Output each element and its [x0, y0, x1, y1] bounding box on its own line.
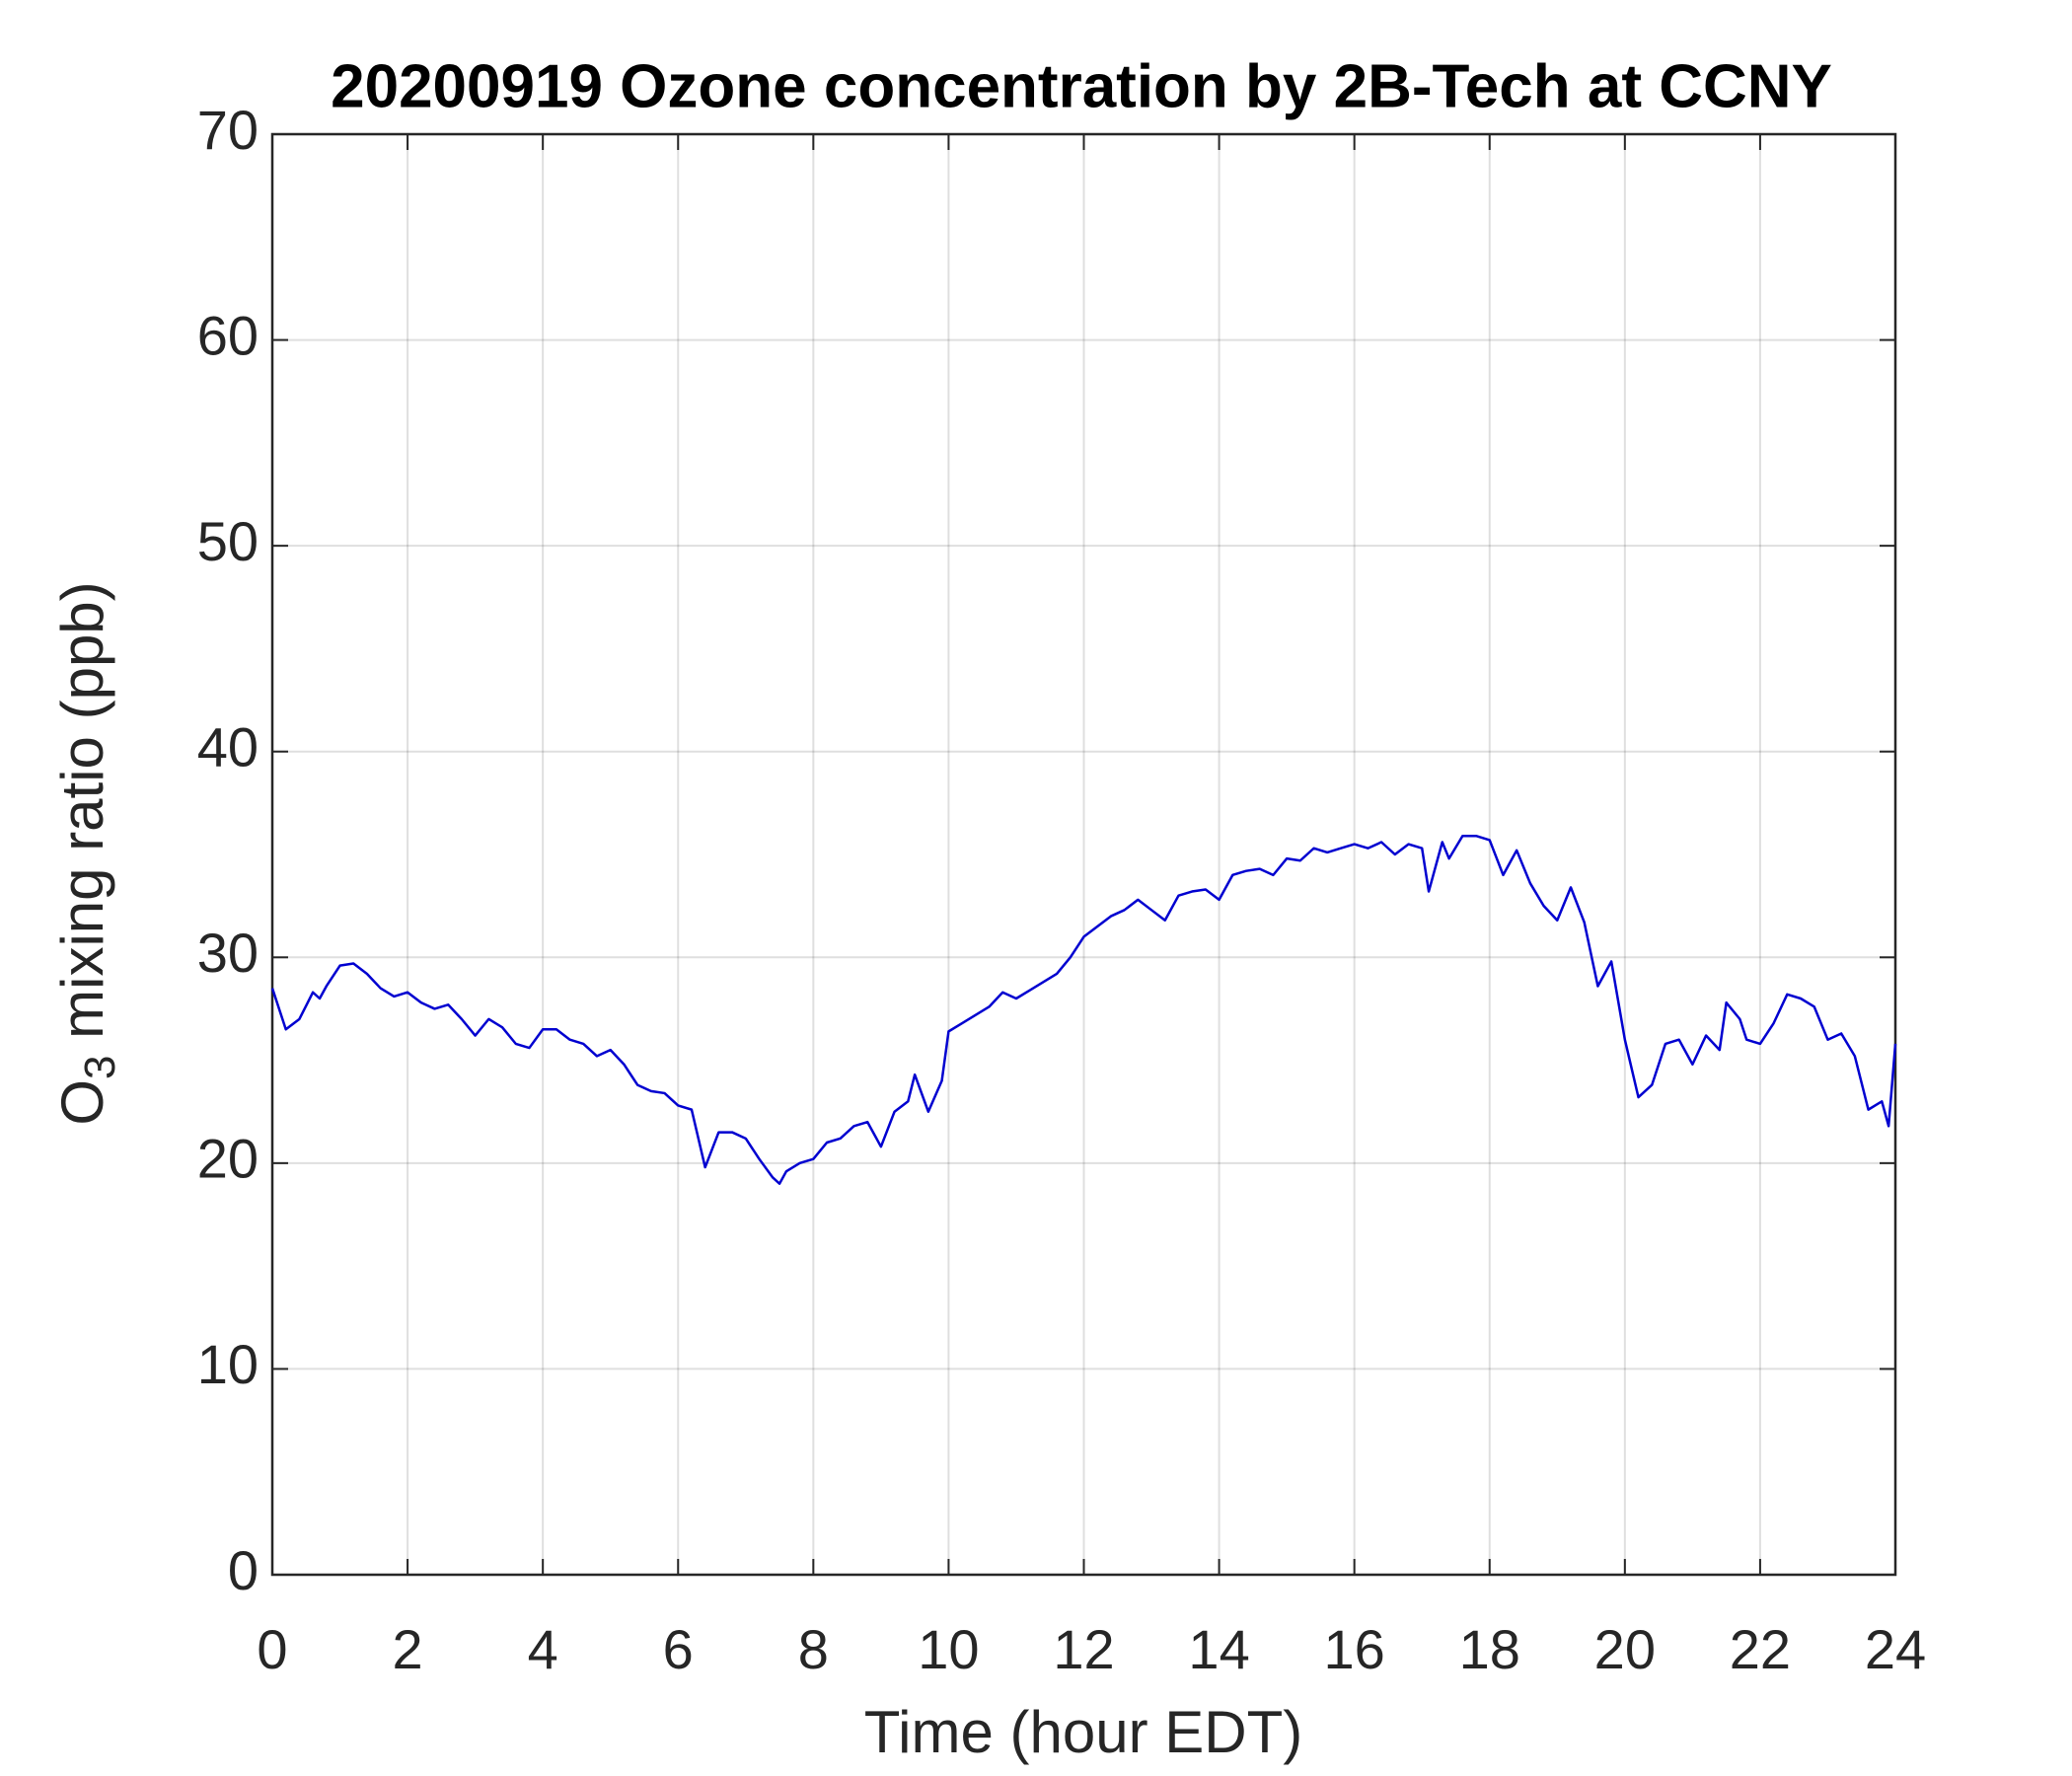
- x-tick-label: 22: [1730, 1618, 1791, 1680]
- y-tick-label: 10: [197, 1333, 259, 1395]
- x-tick-label: 2: [393, 1618, 423, 1680]
- chart-title: 20200919 Ozone concentration by 2B-Tech …: [331, 52, 1832, 120]
- x-tick-label: 18: [1459, 1618, 1520, 1680]
- x-tick-label: 12: [1053, 1618, 1114, 1680]
- x-tick-label: 10: [918, 1618, 979, 1680]
- y-axis-label-base: O: [49, 1079, 115, 1126]
- plot-frame: [270, 132, 1897, 1577]
- x-tick-label: 14: [1188, 1618, 1249, 1680]
- y-tick-label: 60: [197, 304, 259, 366]
- y-tick-label: 30: [197, 922, 259, 984]
- x-tick-label: 20: [1594, 1618, 1656, 1680]
- x-tick-label: 0: [257, 1618, 287, 1680]
- y-tick-label: 20: [197, 1128, 259, 1190]
- x-tick-label: 6: [663, 1618, 694, 1680]
- x-tick-label: 16: [1324, 1618, 1385, 1680]
- x-tick-label: 24: [1865, 1618, 1926, 1680]
- y-tick-label: 70: [197, 99, 259, 161]
- x-tick-label: 8: [798, 1618, 829, 1680]
- y-axis-label-rest: mixing ratio (ppb): [49, 581, 115, 1055]
- y-tick-label: 40: [197, 716, 259, 778]
- y-tick-label: 50: [197, 510, 259, 572]
- y-axis-label: O3 mixing ratio (ppb): [49, 581, 124, 1125]
- data-line: [270, 834, 1897, 1185]
- y-tick-label: 0: [228, 1539, 259, 1601]
- x-axis-label: Time (hour EDT): [864, 1699, 1303, 1765]
- y-axis-label-sub: 3: [76, 1056, 124, 1079]
- x-tick-label: 4: [528, 1618, 558, 1680]
